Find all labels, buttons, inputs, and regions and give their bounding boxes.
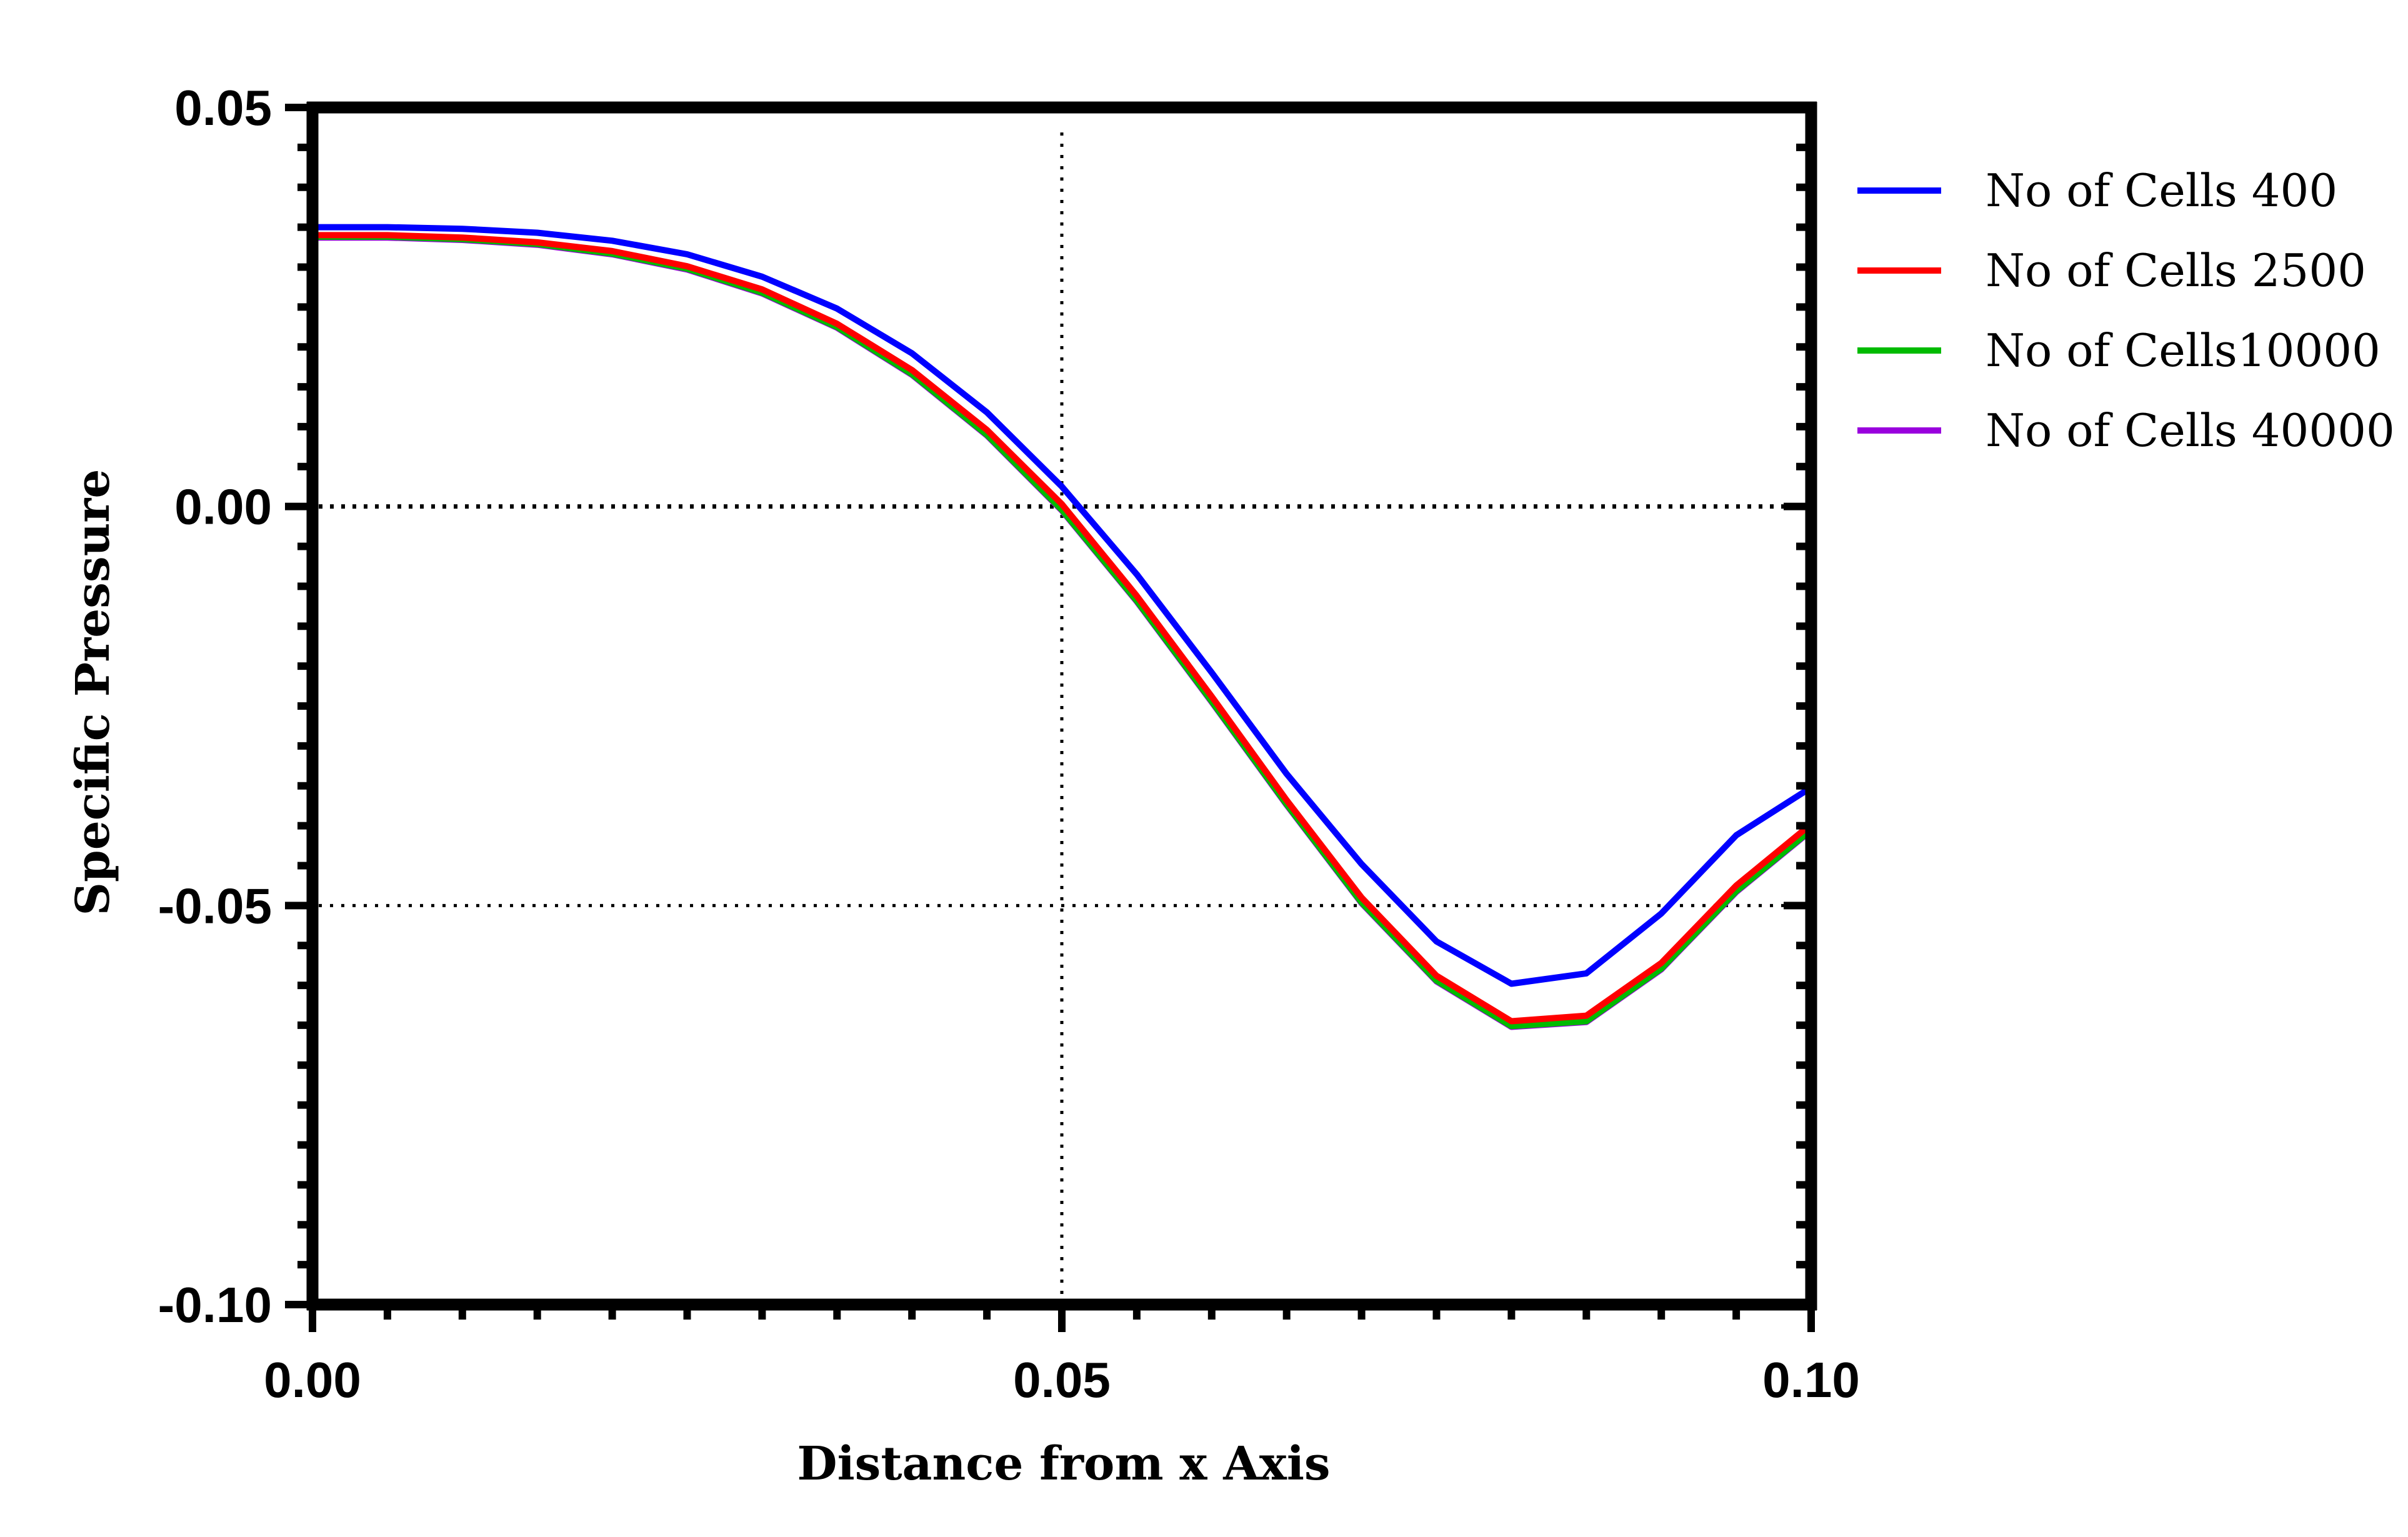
y-tick-label: 0.05	[174, 80, 272, 136]
series-lines	[309, 224, 1814, 1030]
legend: No of Cells 400 No of Cells 2500 No of Cel…	[1857, 164, 2395, 457]
y-tick-label: -0.05	[158, 878, 272, 933]
x-tick-label: 0.00	[264, 1352, 361, 1408]
legend-label: No of Cells 400	[1986, 164, 2337, 217]
series-line-1	[309, 224, 1814, 987]
y-tick-label: -0.10	[158, 1277, 272, 1333]
x-axis-title: Distance from x Axis	[797, 1437, 1330, 1491]
legend-label: No of Cells 2500	[1986, 244, 2366, 297]
legend-label: No of Cells 40000	[1986, 404, 2395, 457]
axis-ticks	[285, 104, 1815, 1332]
series-line-2	[309, 232, 1814, 1025]
x-tick-label: 0.05	[1013, 1352, 1111, 1408]
y-tick-label: 0.00	[174, 479, 272, 535]
x-tick-label: 0.10	[1762, 1352, 1860, 1408]
legend-label: No of Cells10000	[1986, 324, 2381, 377]
series-line-3	[309, 233, 1814, 1030]
y-axis-title: Specific Pressure	[66, 469, 120, 916]
x-tick-labels: 0.00 0.05 0.10	[264, 1352, 1860, 1408]
y-tick-labels: 0.05 0.00 -0.05 -0.10	[158, 80, 272, 1333]
